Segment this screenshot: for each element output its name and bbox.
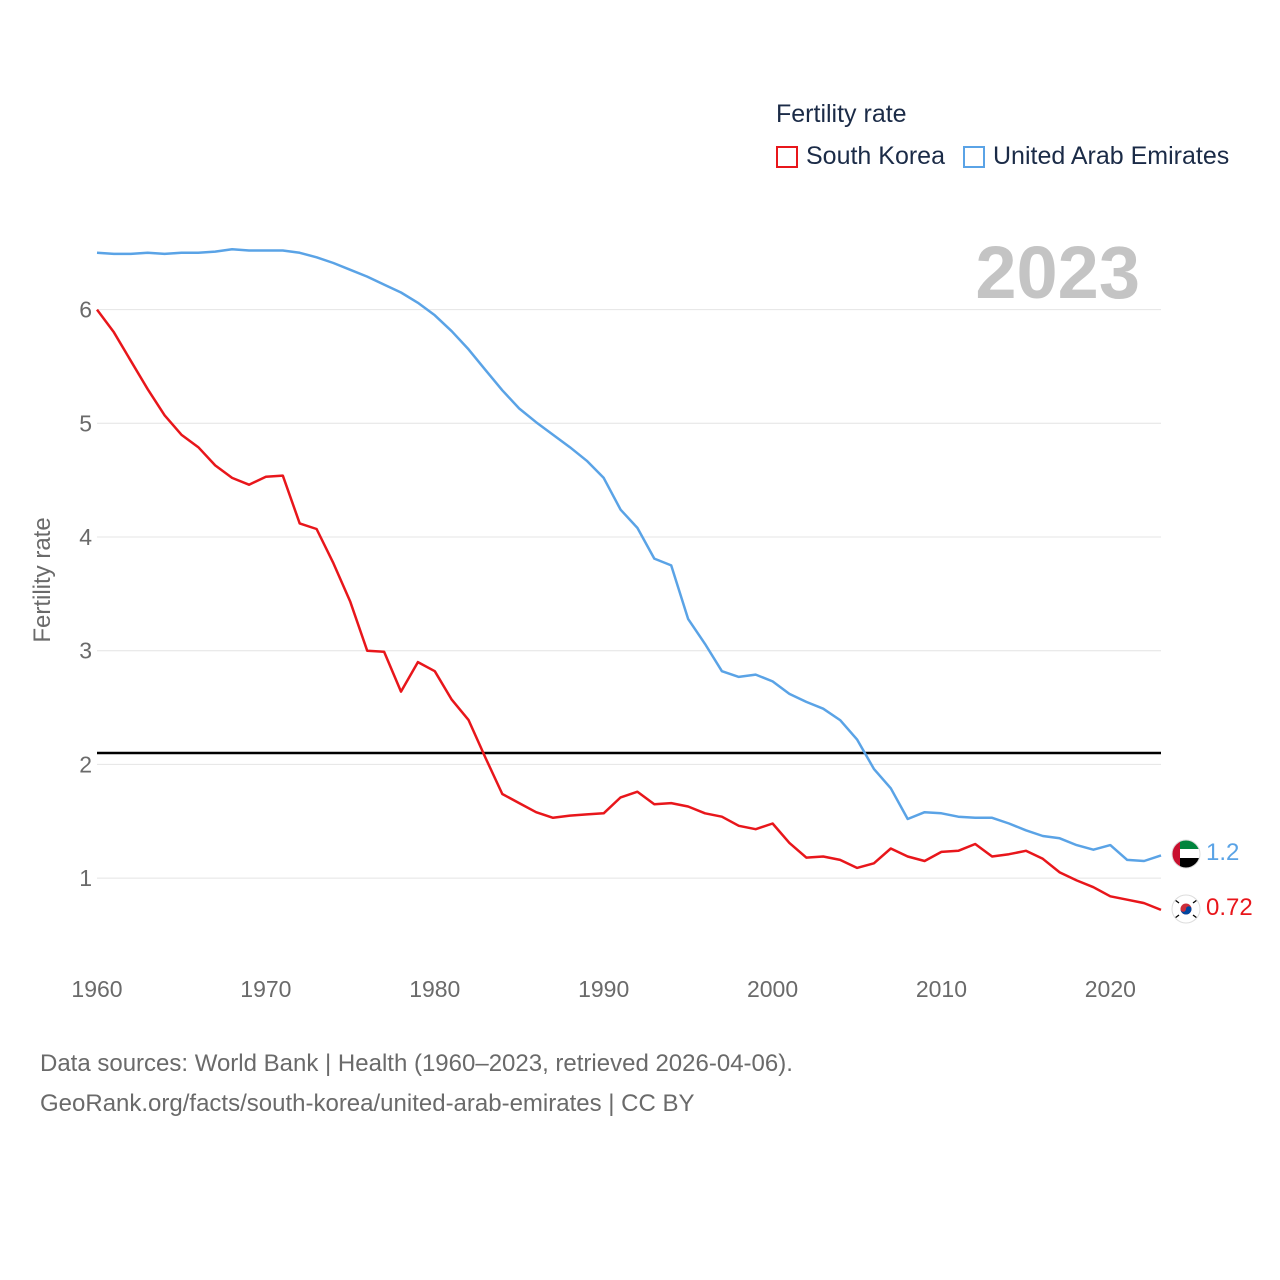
legend-swatch-uae (963, 145, 985, 168)
uae-flag-icon (1172, 840, 1200, 868)
source-line-1: Data sources: World Bank | Health (1960–… (40, 1050, 793, 1077)
legend-label-uae: United Arab Emirates (993, 142, 1230, 170)
year-label: 2023 (975, 231, 1140, 314)
x-tick-1960: 1960 (71, 976, 122, 1002)
source-note: Data sources: World Bank | Health (1960–… (40, 1044, 793, 1124)
x-tick-1980: 1980 (409, 976, 460, 1002)
x-tick-2000: 2000 (747, 976, 798, 1002)
y-axis-label: Fertility rate (29, 517, 56, 642)
legend: South Korea United Arab Emirates (776, 142, 1247, 171)
y-tick-labels: 1 2 3 4 5 6 (79, 297, 92, 891)
series-line-south-korea[interactable] (95, 308, 1162, 912)
legend-label-south-korea: South Korea (806, 142, 945, 170)
x-tick-labels: 1960 1970 1980 1990 2000 2010 2020 (71, 976, 1136, 1002)
gridlines (97, 309, 1161, 879)
source-line-2: GeoRank.org/facts/south-korea/united-ara… (40, 1090, 695, 1117)
y-tick-5: 5 (79, 410, 92, 436)
y-tick-6: 6 (79, 297, 92, 323)
south-korea-flag-icon (1172, 895, 1200, 923)
y-tick-2: 2 (79, 751, 92, 777)
legend-swatch-south-korea (776, 145, 798, 168)
uae-end-value: 1.2 (1206, 839, 1239, 866)
legend-title: Fertility rate (776, 100, 907, 128)
x-tick-1970: 1970 (240, 976, 291, 1002)
legend-item-south-korea[interactable]: South Korea (776, 142, 945, 171)
x-tick-2010: 2010 (916, 976, 967, 1002)
y-tick-4: 4 (79, 524, 92, 550)
south-korea-end-value: 0.72 (1206, 894, 1253, 921)
y-tick-1: 1 (79, 865, 92, 891)
legend-item-uae[interactable]: United Arab Emirates (963, 142, 1229, 171)
x-tick-2020: 2020 (1085, 976, 1136, 1002)
series-line-united-arab-emirates[interactable] (96, 248, 1162, 863)
x-tick-1990: 1990 (578, 976, 629, 1002)
y-tick-3: 3 (79, 638, 92, 664)
